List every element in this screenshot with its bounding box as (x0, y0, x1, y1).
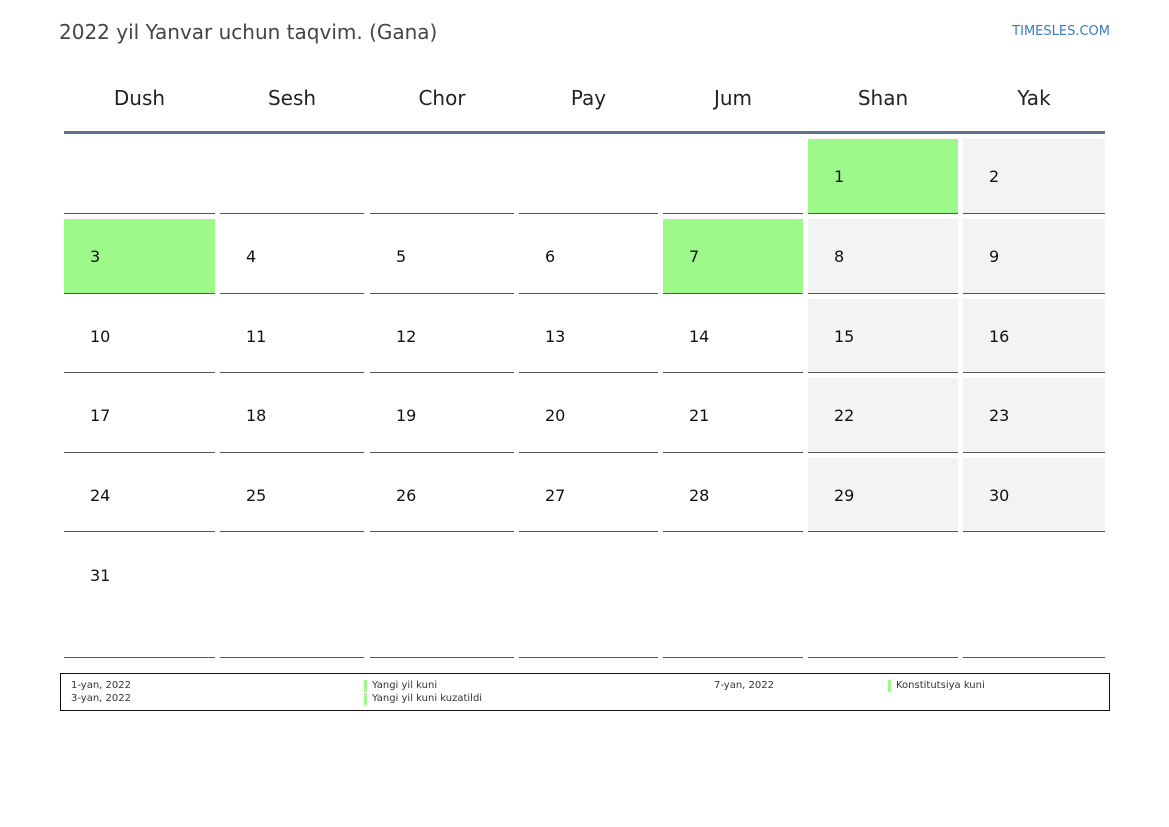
day-number: 29 (834, 486, 855, 505)
day-cell[interactable]: 11 (220, 299, 364, 373)
empty-day-cell (963, 538, 1105, 658)
legend-date: 3-yan, 2022 (71, 693, 131, 704)
day-number: 18 (246, 406, 267, 425)
day-number: 3 (90, 247, 101, 266)
empty-day-cell (220, 538, 364, 658)
day-number: 6 (545, 247, 556, 266)
header-divider (64, 131, 1105, 134)
day-cell[interactable]: 9 (963, 219, 1105, 294)
legend-holiday-name: Yangi yil kuni (372, 680, 438, 691)
day-number: 31 (90, 566, 111, 585)
legend-holiday-name: Yangi yil kuni kuzatildi (372, 693, 483, 704)
brand-link[interactable]: TIMESLES.COM (1012, 24, 1110, 39)
day-number: 2 (989, 167, 1000, 186)
day-number: 19 (396, 406, 417, 425)
day-number: 14 (689, 327, 710, 346)
day-number: 23 (989, 406, 1010, 425)
day-number: 4 (246, 247, 257, 266)
weekday-header: Dush Sesh Chor Pay Jum Shan Yak (64, 86, 1105, 112)
day-number: 11 (246, 327, 267, 346)
day-cell[interactable]: 18 (220, 378, 364, 453)
empty-day-cell (663, 139, 803, 214)
day-number: 28 (689, 486, 710, 505)
weekday-label: Sesh (267, 86, 317, 110)
day-cell[interactable]: 26 (370, 458, 514, 532)
weekday-label: Pay (570, 86, 607, 110)
day-number: 27 (545, 486, 566, 505)
day-cell[interactable]: 23 (963, 378, 1105, 453)
day-cell[interactable]: 25 (220, 458, 364, 532)
day-number: 15 (834, 327, 855, 346)
day-cell[interactable]: 10 (64, 299, 215, 373)
day-cell[interactable]: 6 (519, 219, 658, 294)
weekday-label: Yak (1017, 86, 1051, 110)
day-number: 9 (989, 247, 1000, 266)
legend-color-marker (888, 680, 891, 692)
empty-day-cell (808, 538, 958, 658)
day-number: 7 (689, 247, 700, 266)
weekday-label: Shan (857, 86, 909, 110)
weekday-label: Chor (418, 86, 466, 110)
legend-color-marker (364, 680, 367, 692)
day-cell[interactable]: 21 (663, 378, 803, 453)
empty-day-cell (64, 139, 215, 214)
day-cell[interactable]: 3 (64, 219, 215, 294)
empty-day-cell (370, 139, 514, 214)
day-number: 8 (834, 247, 845, 266)
weekday-label: Dush (113, 86, 166, 110)
day-number: 5 (396, 247, 407, 266)
day-cell[interactable]: 4 (220, 219, 364, 294)
holiday-legend: 1-yan, 2022 3-yan, 2022 Yangi yil kuni Y… (60, 673, 1110, 711)
day-cell[interactable]: 2 (963, 139, 1105, 214)
weekday-label: Jum (713, 86, 753, 110)
day-cell[interactable]: 16 (963, 299, 1105, 373)
page-title: 2022 yil Yanvar uchun taqvim. (Gana) (59, 20, 438, 44)
day-cell[interactable]: 8 (808, 219, 958, 294)
day-cell[interactable]: 7 (663, 219, 803, 294)
day-number: 22 (834, 406, 855, 425)
day-number: 1 (834, 167, 845, 186)
empty-day-cell (220, 139, 364, 214)
day-number: 10 (90, 327, 111, 346)
day-cell[interactable]: 1 (808, 139, 958, 214)
day-cell[interactable]: 30 (963, 458, 1105, 532)
day-cell[interactable]: 12 (370, 299, 514, 373)
day-number: 25 (246, 486, 267, 505)
day-cell[interactable]: 20 (519, 378, 658, 453)
legend-date: 7-yan, 2022 (714, 680, 774, 691)
empty-day-cell (519, 139, 658, 214)
day-cell[interactable]: 22 (808, 378, 958, 453)
legend-holiday-name: Konstitutsiya kuni (896, 680, 985, 691)
day-cell[interactable]: 24 (64, 458, 215, 532)
day-number: 30 (989, 486, 1010, 505)
day-cell[interactable]: 15 (808, 299, 958, 373)
legend-color-marker (364, 693, 367, 705)
day-number: 12 (396, 327, 417, 346)
day-number: 13 (545, 327, 566, 346)
day-cell[interactable]: 19 (370, 378, 514, 453)
legend-date: 1-yan, 2022 (71, 680, 131, 691)
day-cell[interactable]: 14 (663, 299, 803, 373)
day-cell[interactable]: 17 (64, 378, 215, 453)
day-cell[interactable]: 29 (808, 458, 958, 532)
day-number: 24 (90, 486, 111, 505)
empty-day-cell (370, 538, 514, 658)
day-cell[interactable]: 27 (519, 458, 658, 532)
day-cell[interactable]: 31 (64, 538, 215, 658)
empty-day-cell (663, 538, 803, 658)
day-cell[interactable]: 13 (519, 299, 658, 373)
day-cell[interactable]: 28 (663, 458, 803, 532)
day-number: 17 (90, 406, 111, 425)
day-cell[interactable]: 5 (370, 219, 514, 294)
day-number: 26 (396, 486, 417, 505)
day-number: 20 (545, 406, 566, 425)
day-number: 16 (989, 327, 1010, 346)
day-number: 21 (689, 406, 710, 425)
empty-day-cell (519, 538, 658, 658)
